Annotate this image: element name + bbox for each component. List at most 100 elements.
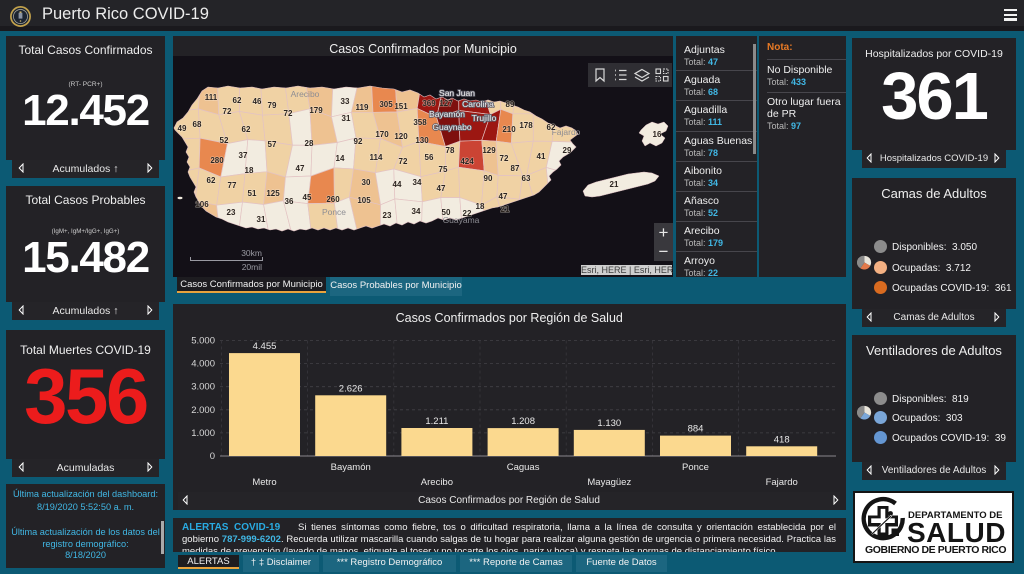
svg-text:62: 62 xyxy=(233,96,242,105)
svg-text:114: 114 xyxy=(370,153,383,162)
svg-text:Guayama: Guayama xyxy=(443,215,480,225)
svg-text:46: 46 xyxy=(253,97,262,106)
svg-text:77: 77 xyxy=(228,181,237,190)
svg-text:63: 63 xyxy=(522,174,531,183)
svg-text:4.455: 4.455 xyxy=(253,341,277,352)
svg-text:Fajardo: Fajardo xyxy=(552,127,581,137)
svg-text:Trujillo: Trujillo xyxy=(472,113,497,123)
svg-text:21: 21 xyxy=(610,180,619,189)
svg-text:Bayamón: Bayamón xyxy=(331,462,371,473)
svg-text:5.000: 5.000 xyxy=(191,336,215,347)
svg-text:424: 424 xyxy=(460,157,474,166)
svg-text:127: 127 xyxy=(439,99,453,108)
svg-text:369: 369 xyxy=(422,99,436,108)
svg-text:89: 89 xyxy=(506,100,515,109)
svg-text:106: 106 xyxy=(195,200,209,209)
svg-text:129: 129 xyxy=(482,146,496,155)
svg-text:1.000: 1.000 xyxy=(191,428,215,439)
svg-text:30: 30 xyxy=(362,178,371,187)
svg-text:29: 29 xyxy=(563,146,572,155)
svg-text:72: 72 xyxy=(284,109,293,118)
svg-text:Mayagüez: Mayagüez xyxy=(587,477,631,488)
svg-text:50: 50 xyxy=(442,208,451,217)
svg-text:72: 72 xyxy=(399,157,408,166)
svg-text:45: 45 xyxy=(303,193,312,202)
svg-text:23: 23 xyxy=(227,208,236,217)
svg-text:Arecibo: Arecibo xyxy=(421,477,453,488)
svg-text:Bayamón: Bayamón xyxy=(429,109,465,119)
svg-text:0: 0 xyxy=(210,451,215,462)
svg-text:47: 47 xyxy=(437,184,446,193)
svg-text:57: 57 xyxy=(268,140,277,149)
svg-text:18: 18 xyxy=(476,202,485,211)
svg-text:2.626: 2.626 xyxy=(339,383,363,394)
svg-text:31: 31 xyxy=(257,215,266,224)
svg-text:260: 260 xyxy=(326,195,340,204)
svg-text:179: 179 xyxy=(309,106,323,115)
svg-text:Metro: Metro xyxy=(252,477,276,488)
svg-text:28: 28 xyxy=(305,139,314,148)
svg-text:52: 52 xyxy=(220,136,229,145)
svg-text:1.130: 1.130 xyxy=(597,418,621,429)
svg-text:33: 33 xyxy=(341,97,350,106)
svg-text:16: 16 xyxy=(653,130,662,139)
svg-text:62: 62 xyxy=(547,123,556,132)
svg-text:72: 72 xyxy=(223,107,232,116)
svg-text:18: 18 xyxy=(245,166,254,175)
svg-text:884: 884 xyxy=(688,424,704,435)
svg-text:210: 210 xyxy=(502,125,516,134)
svg-text:305: 305 xyxy=(379,100,393,109)
svg-text:105: 105 xyxy=(357,196,371,205)
svg-text:72: 72 xyxy=(500,154,509,163)
svg-text:68: 68 xyxy=(193,120,202,129)
svg-text:Guaynabo: Guaynabo xyxy=(432,122,471,132)
svg-text:Carolina: Carolina xyxy=(462,99,494,109)
svg-text:120: 120 xyxy=(394,132,408,141)
svg-text:31: 31 xyxy=(342,114,351,123)
svg-text:49: 49 xyxy=(178,124,187,133)
svg-text:14: 14 xyxy=(336,154,345,163)
svg-text:34: 34 xyxy=(413,178,422,187)
svg-text:79: 79 xyxy=(268,101,277,110)
svg-text:280: 280 xyxy=(210,156,224,165)
svg-text:62: 62 xyxy=(207,176,216,185)
svg-text:3.000: 3.000 xyxy=(191,382,215,393)
svg-text:2.000: 2.000 xyxy=(191,405,215,416)
svg-text:125: 125 xyxy=(266,189,280,198)
svg-text:418: 418 xyxy=(774,434,790,445)
svg-text:170: 170 xyxy=(375,130,389,139)
svg-text:51: 51 xyxy=(248,189,257,198)
svg-text:4.000: 4.000 xyxy=(191,359,215,370)
svg-text:1.208: 1.208 xyxy=(511,416,535,427)
svg-text:Ponce: Ponce xyxy=(322,207,346,217)
svg-text:22: 22 xyxy=(463,209,472,218)
svg-text:21: 21 xyxy=(501,205,510,214)
svg-text:34: 34 xyxy=(412,207,421,216)
svg-text:1.211: 1.211 xyxy=(425,416,448,427)
svg-text:Fajardo: Fajardo xyxy=(766,477,798,488)
svg-text:62: 62 xyxy=(242,125,251,134)
svg-text:San Juan: San Juan xyxy=(439,88,475,98)
svg-text:151: 151 xyxy=(394,102,408,111)
svg-text:37: 37 xyxy=(239,151,248,160)
svg-text:87: 87 xyxy=(511,164,520,173)
svg-text:41: 41 xyxy=(537,152,546,161)
svg-text:130: 130 xyxy=(415,136,429,145)
svg-text:119: 119 xyxy=(356,103,369,112)
svg-text:23: 23 xyxy=(383,211,392,220)
svg-text:47: 47 xyxy=(296,164,305,173)
svg-text:90: 90 xyxy=(484,174,493,183)
svg-text:Caguas: Caguas xyxy=(507,462,540,473)
svg-text:Arecibo: Arecibo xyxy=(291,89,320,99)
svg-text:56: 56 xyxy=(425,153,434,162)
svg-text:44: 44 xyxy=(393,180,402,189)
svg-text:92: 92 xyxy=(354,137,363,146)
svg-text:47: 47 xyxy=(499,192,508,201)
svg-text:78: 78 xyxy=(446,146,455,155)
svg-text:358: 358 xyxy=(413,118,427,127)
svg-text:75: 75 xyxy=(439,165,448,174)
svg-text:36: 36 xyxy=(285,197,294,206)
svg-text:Ponce: Ponce xyxy=(682,462,709,473)
svg-text:178: 178 xyxy=(519,121,533,130)
svg-text:111: 111 xyxy=(205,93,218,102)
